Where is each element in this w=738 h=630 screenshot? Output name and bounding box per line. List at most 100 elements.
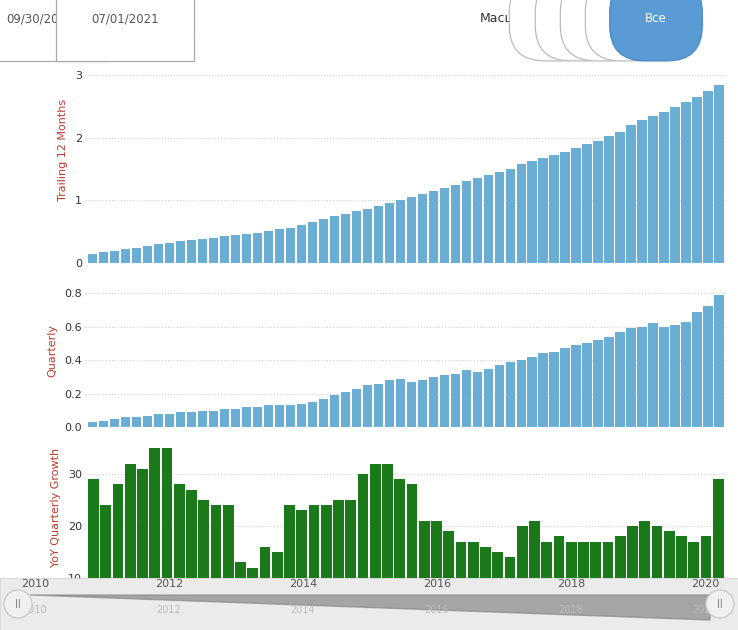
Bar (670, 106, 680, 263)
Bar (603, 542, 613, 630)
Bar (528, 161, 537, 263)
Bar (209, 411, 218, 427)
Bar (615, 536, 626, 630)
Bar (560, 348, 570, 427)
Bar (604, 336, 614, 427)
Bar (286, 406, 295, 427)
Text: Масштаб:: Масштаб: (480, 13, 544, 25)
Bar (604, 136, 614, 263)
Bar (121, 249, 131, 263)
Bar (154, 414, 163, 427)
Bar (450, 185, 461, 263)
Bar (703, 306, 713, 427)
Text: 3Y: 3Y (596, 13, 610, 25)
Bar (394, 479, 405, 630)
Bar (652, 526, 663, 630)
Bar (263, 406, 273, 427)
Text: Все: Все (645, 13, 667, 25)
Text: 2018: 2018 (557, 579, 585, 589)
Bar (506, 169, 515, 263)
Bar (505, 557, 515, 630)
Bar (506, 362, 515, 427)
Bar (582, 343, 592, 427)
Bar (590, 542, 601, 630)
Bar (297, 510, 307, 630)
Bar (455, 542, 466, 630)
Bar (550, 154, 559, 263)
Bar (154, 244, 163, 263)
Text: 2014: 2014 (291, 605, 315, 615)
Bar (419, 521, 430, 630)
Bar (627, 526, 638, 630)
Bar (627, 328, 636, 427)
Bar (321, 505, 331, 630)
Bar (492, 552, 503, 630)
Bar (110, 251, 120, 263)
Bar (231, 235, 241, 263)
Bar (131, 248, 142, 263)
Y-axis label: Trailing 12 Months: Trailing 12 Months (58, 99, 68, 202)
Bar (272, 552, 283, 630)
Bar (275, 229, 284, 263)
Bar (494, 172, 504, 263)
Bar (210, 505, 221, 630)
Bar (384, 203, 394, 263)
Bar (176, 241, 185, 263)
Text: ||: || (15, 600, 21, 609)
Bar (362, 386, 372, 427)
Bar (638, 326, 647, 427)
Bar (468, 542, 479, 630)
Bar (578, 542, 589, 630)
Bar (384, 381, 394, 427)
Bar (358, 474, 368, 630)
Bar (252, 232, 262, 263)
Bar (165, 414, 174, 427)
Bar (444, 531, 454, 630)
Bar (440, 188, 449, 263)
Bar (260, 547, 270, 630)
Bar (472, 178, 482, 263)
Circle shape (706, 590, 734, 618)
Bar (351, 212, 362, 263)
Bar (660, 326, 669, 427)
Y-axis label: Quarterly: Quarterly (47, 324, 58, 377)
Bar (714, 85, 724, 263)
Bar (297, 404, 306, 427)
Text: 2018: 2018 (559, 605, 583, 615)
Bar (187, 412, 196, 427)
Bar (528, 357, 537, 427)
Bar (100, 505, 111, 630)
Bar (660, 112, 669, 263)
Bar (429, 377, 438, 427)
Bar (308, 402, 317, 427)
Bar (113, 484, 123, 630)
Bar (560, 151, 570, 263)
Bar (362, 209, 372, 263)
Text: 2010: 2010 (23, 605, 47, 615)
Bar (483, 175, 493, 263)
Text: 2016: 2016 (424, 605, 449, 615)
Bar (418, 194, 427, 263)
Bar (627, 125, 636, 263)
Bar (199, 500, 209, 630)
Bar (330, 396, 339, 427)
Bar (142, 246, 152, 263)
Bar (370, 464, 381, 630)
Bar (407, 197, 416, 263)
Bar (670, 325, 680, 427)
Text: 2012: 2012 (156, 605, 182, 615)
Text: 2020: 2020 (693, 605, 717, 615)
Bar (554, 536, 565, 630)
Text: 07/01/2021: 07/01/2021 (92, 13, 159, 25)
Bar (692, 311, 702, 427)
Bar (345, 500, 356, 630)
Bar (88, 422, 97, 427)
Circle shape (4, 590, 32, 618)
Bar (241, 407, 252, 427)
Text: 2010: 2010 (21, 579, 49, 589)
Bar (566, 542, 576, 630)
Text: 1Y: 1Y (545, 13, 559, 25)
Bar (125, 464, 136, 630)
Bar (407, 382, 416, 427)
Text: 5Y: 5Y (621, 13, 635, 25)
